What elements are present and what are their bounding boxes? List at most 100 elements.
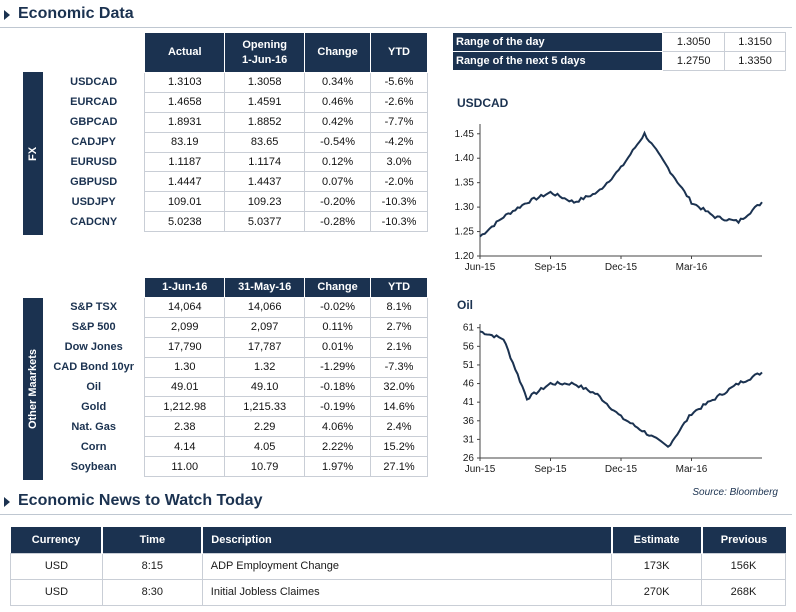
- fx-header-blank: [43, 32, 145, 73]
- oil-y-tick-label: 31: [463, 434, 475, 445]
- usdcad-y-tick-label: 1.40: [455, 153, 475, 164]
- oil-y-tick-label: 36: [463, 416, 475, 427]
- fx-change: -0.20%: [304, 191, 372, 213]
- usdcad-x-tick-label: Dec-15: [605, 262, 638, 273]
- oil-chart: 26 31 36 41 46 51 56 61 Jun-15 Sep-15 Dec-15 Mar-16: [463, 323, 763, 475]
- market-ytd: 32.0%: [370, 376, 428, 398]
- fx-actual: 1.3103: [144, 72, 226, 93]
- news-time: 8:30: [101, 578, 203, 606]
- fx-table: Actual Opening 1-Jun-16 Change YTD USDCAD…: [43, 32, 428, 233]
- news-description: ADP Employment Change: [201, 552, 613, 580]
- market-current: 1.30: [144, 356, 226, 378]
- oil-y-tick-label: 26: [463, 453, 475, 464]
- fx-change: 0.42%: [304, 111, 372, 133]
- usdcad-x-tick-label: Mar-16: [676, 262, 708, 273]
- fx-change: -0.54%: [304, 131, 372, 153]
- range-five-days-label: Range of the next 5 days: [451, 51, 664, 71]
- source-note: Source: Bloomberg: [692, 487, 778, 498]
- usdcad-chart: 1.20 1.25 1.30 1.35 1.40 1.45 Jun-15 Sep-15 Dec-…: [455, 124, 763, 273]
- range-five-days-low: 1.2750: [662, 51, 726, 71]
- market-row: Gold 1,212.98 1,215.33 -0.19% 14.6%: [43, 396, 428, 418]
- fx-actual: 1.4447: [144, 171, 226, 193]
- market-row: S&P 500 2,099 2,097 0.11% 2.7%: [43, 316, 428, 338]
- market-ytd: 27.1%: [370, 456, 428, 478]
- fx-row: GBPUSD 1.4447 1.4437 0.07% -2.0%: [43, 171, 428, 193]
- news-time: 8:15: [101, 552, 203, 580]
- section-divider: [0, 27, 792, 28]
- news-table: Currency Time Description Estimate Previ…: [10, 527, 786, 606]
- market-ytd: 8.1%: [370, 297, 428, 318]
- market-ytd: 2.7%: [370, 316, 428, 338]
- fx-pair-name: CADCNY: [70, 215, 118, 228]
- usdcad-x-tick-label: Jun-15: [465, 262, 496, 273]
- oil-y-tick-label: 56: [463, 341, 475, 352]
- fx-row: GBPCAD 1.8931 1.8852 0.42% -7.7%: [43, 111, 428, 133]
- fx-row: USDCAD 1.3103 1.3058 0.34% -5.6%: [43, 72, 428, 93]
- range-day-high: 1.3150: [724, 32, 786, 52]
- fx-ytd: -4.2%: [370, 131, 428, 153]
- fx-row: USDJPY 109.01 109.23 -0.20% -10.3%: [43, 191, 428, 213]
- fx-opening: 109.23: [224, 191, 306, 213]
- news-description: Initial Jobless Claimes: [201, 578, 613, 606]
- market-row: Soybean 11.00 10.79 1.97% 27.1%: [43, 456, 428, 478]
- news-currency: USD: [10, 578, 103, 606]
- market-current: 14,064: [144, 297, 226, 318]
- news-header-currency: Currency: [10, 527, 103, 553]
- fx-opening: 1.3058: [224, 72, 306, 93]
- market-change: -1.29%: [304, 356, 372, 378]
- market-name: Gold: [81, 400, 107, 413]
- news-header-previous: Previous: [700, 527, 786, 553]
- market-current: 11.00: [144, 456, 226, 478]
- fx-opening: 1.4591: [224, 91, 306, 113]
- oil-y-tick-label: 61: [463, 323, 475, 334]
- news-estimate: 270K: [611, 578, 703, 606]
- market-change: 1.97%: [304, 456, 372, 478]
- news-row: USD 8:15 ADP Employment Change 173K 156K: [10, 552, 786, 580]
- markets-header-current: 1-Jun-16: [144, 277, 226, 298]
- section-title: Economic News to Watch Today: [18, 492, 263, 509]
- markets-header-previous: 31-May-16: [224, 277, 306, 298]
- news-estimate: 173K: [611, 552, 703, 580]
- fx-pair-name: GBPUSD: [70, 175, 118, 188]
- fx-pair-name: USDCAD: [70, 76, 118, 89]
- fx-row: EURCAD 1.4658 1.4591 0.46% -2.6%: [43, 91, 428, 113]
- market-name: Soybean: [70, 460, 117, 473]
- oil-x-tick-label: Sep-15: [534, 464, 567, 475]
- fx-opening: 83.65: [224, 131, 306, 153]
- market-ytd: 14.6%: [370, 396, 428, 418]
- range-day-label: Range of the day: [451, 32, 664, 52]
- usdcad-series-line: [479, 130, 763, 238]
- fx-pair-name: GBPCAD: [69, 116, 118, 129]
- range-five-days-high: 1.3350: [724, 51, 786, 71]
- market-ytd: -7.3%: [370, 356, 428, 378]
- usdcad-y-tick-label: 1.25: [455, 227, 475, 238]
- news-header-description: Description: [201, 527, 612, 553]
- market-change: -0.02%: [304, 297, 372, 318]
- fx-pair-name: CADJPY: [71, 136, 116, 149]
- usdcad-x-tick-label: Sep-15: [534, 262, 567, 273]
- fx-header-opening: Opening 1-Jun-16: [224, 32, 306, 73]
- oil-series-line: [479, 330, 763, 448]
- fx-ytd: -10.3%: [370, 211, 428, 233]
- market-current: 4.14: [144, 436, 226, 458]
- fx-change: 0.34%: [304, 72, 372, 93]
- market-previous: 4.05: [224, 436, 306, 458]
- fx-actual: 1.1187: [144, 151, 226, 173]
- market-previous: 17,787: [224, 336, 306, 358]
- fx-ytd: -2.0%: [370, 171, 428, 193]
- news-header-time: Time: [101, 527, 203, 553]
- market-name: Dow Jones: [64, 341, 123, 354]
- oil-y-tick-label: 51: [463, 360, 475, 371]
- fx-header-ytd: YTD: [370, 32, 428, 73]
- market-ytd: 2.4%: [370, 416, 428, 438]
- fx-actual: 109.01: [144, 191, 226, 213]
- market-change: -0.18%: [304, 376, 372, 398]
- fx-change: 0.46%: [304, 91, 372, 113]
- fx-pair-name: EURCAD: [70, 96, 118, 109]
- fx-opening: 1.1174: [224, 151, 306, 173]
- market-row: Oil 49.01 49.10 -0.18% 32.0%: [43, 376, 428, 398]
- market-row: CAD Bond 10yr 1.30 1.32 -1.29% -7.3%: [43, 356, 428, 378]
- oil-x-tick-label: Jun-15: [465, 464, 496, 475]
- section-arrow-icon: [4, 10, 10, 20]
- markets-header-blank: [43, 277, 145, 298]
